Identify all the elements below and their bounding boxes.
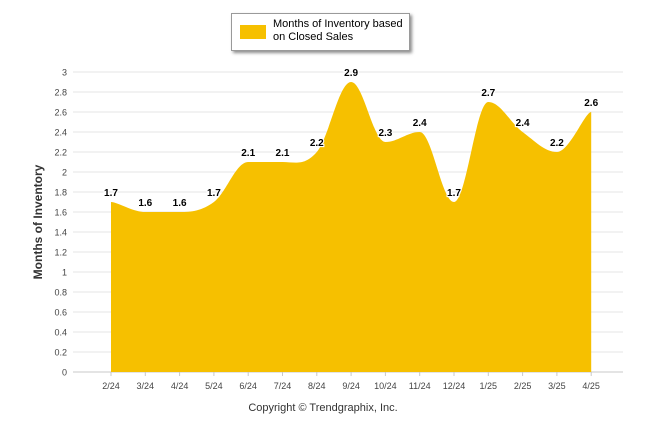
x-tick-label: 2/24 — [102, 381, 120, 391]
data-label: 2.4 — [516, 118, 530, 129]
data-label: 1.7 — [207, 188, 221, 199]
area-fill[interactable] — [111, 82, 592, 372]
x-tick-label: 2/25 — [514, 381, 532, 391]
y-tick-label: 0.4 — [54, 328, 67, 338]
legend-swatch — [240, 25, 266, 39]
data-label: 2.9 — [344, 68, 358, 79]
y-tick-label: 2.6 — [54, 108, 67, 118]
data-labels: 1.7 1.6 1.6 1.7 2.1 2.1 2.2 2.9 2.3 2.4 1.7 2.7 2.4 2… — [103, 67, 600, 210]
data-label: 1.7 — [447, 188, 461, 199]
x-tick-label: 3/24 — [137, 381, 155, 391]
data-label: 2.1 — [241, 148, 255, 159]
y-tick-label: 1 — [62, 268, 67, 278]
x-tick-label: 1/25 — [480, 381, 498, 391]
x-tick-label: 10/24 — [374, 381, 397, 391]
x-tick-label: 4/25 — [582, 381, 600, 391]
y-tick-label: 1.8 — [54, 188, 67, 198]
y-tick-label: 0.6 — [54, 308, 67, 318]
x-tick-label: 4/24 — [171, 381, 189, 391]
y-tick-label: 0 — [62, 368, 67, 378]
y-tick-label: 1.6 — [54, 208, 67, 218]
data-label: 1.6 — [138, 198, 152, 209]
data-label: 2.4 — [413, 118, 427, 129]
y-tick-label: 0.8 — [54, 288, 67, 298]
y-tick-label: 0.2 — [54, 348, 67, 358]
x-tick-label: 9/24 — [342, 381, 360, 391]
x-tick-label: 11/24 — [409, 381, 431, 391]
x-tick-label: 6/24 — [239, 381, 257, 391]
y-tick-label: 1.4 — [54, 228, 67, 238]
data-label: 1.6 — [173, 198, 187, 209]
x-tick-label: 5/24 — [205, 381, 223, 391]
y-tick-label: 2.8 — [54, 88, 67, 98]
x-tick-label: 8/24 — [308, 381, 326, 391]
copyright-text: Copyright © Trendgraphix, Inc. — [248, 402, 398, 414]
x-tick-label: 7/24 — [274, 381, 292, 391]
x-tick-label: 3/25 — [548, 381, 566, 391]
data-label: 2.2 — [550, 138, 564, 149]
x-tick-label: 12/24 — [443, 381, 466, 391]
data-label: 2.1 — [276, 148, 290, 159]
x-axis-ticks: 2/24 3/24 4/24 5/24 6/24 7/24 8/24 9/24 10/24 11/… — [102, 372, 600, 391]
y-tick-label: 2 — [62, 168, 67, 178]
legend[interactable]: Months of Inventory based on Closed Sale… — [231, 13, 410, 51]
area-series — [111, 82, 592, 372]
y-axis-ticks: 0 0.2 0.4 0.6 0.8 1 1.2 1.4 1.6 1.8 2 2.2 2.4 2.6 2.8 3 — [54, 68, 67, 378]
y-tick-label: 2.2 — [54, 148, 67, 158]
data-label: 1.7 — [104, 188, 118, 199]
y-tick-label: 3 — [62, 68, 67, 78]
legend-label: Months of Inventory based on Closed Sale… — [273, 18, 403, 43]
data-label: 2.2 — [310, 138, 324, 149]
data-label: 2.3 — [378, 128, 392, 139]
data-label: 2.7 — [481, 88, 495, 99]
data-label: 2.6 — [584, 98, 598, 109]
y-tick-label: 2.4 — [54, 128, 67, 138]
y-axis-label: Months of Inventory — [31, 164, 45, 279]
y-tick-label: 1.2 — [54, 248, 67, 258]
